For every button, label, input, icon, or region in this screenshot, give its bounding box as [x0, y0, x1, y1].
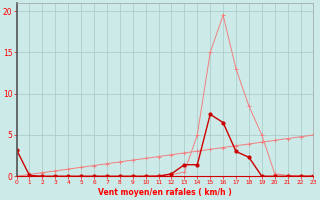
X-axis label: Vent moyen/en rafales ( km/h ): Vent moyen/en rafales ( km/h ): [98, 188, 232, 197]
